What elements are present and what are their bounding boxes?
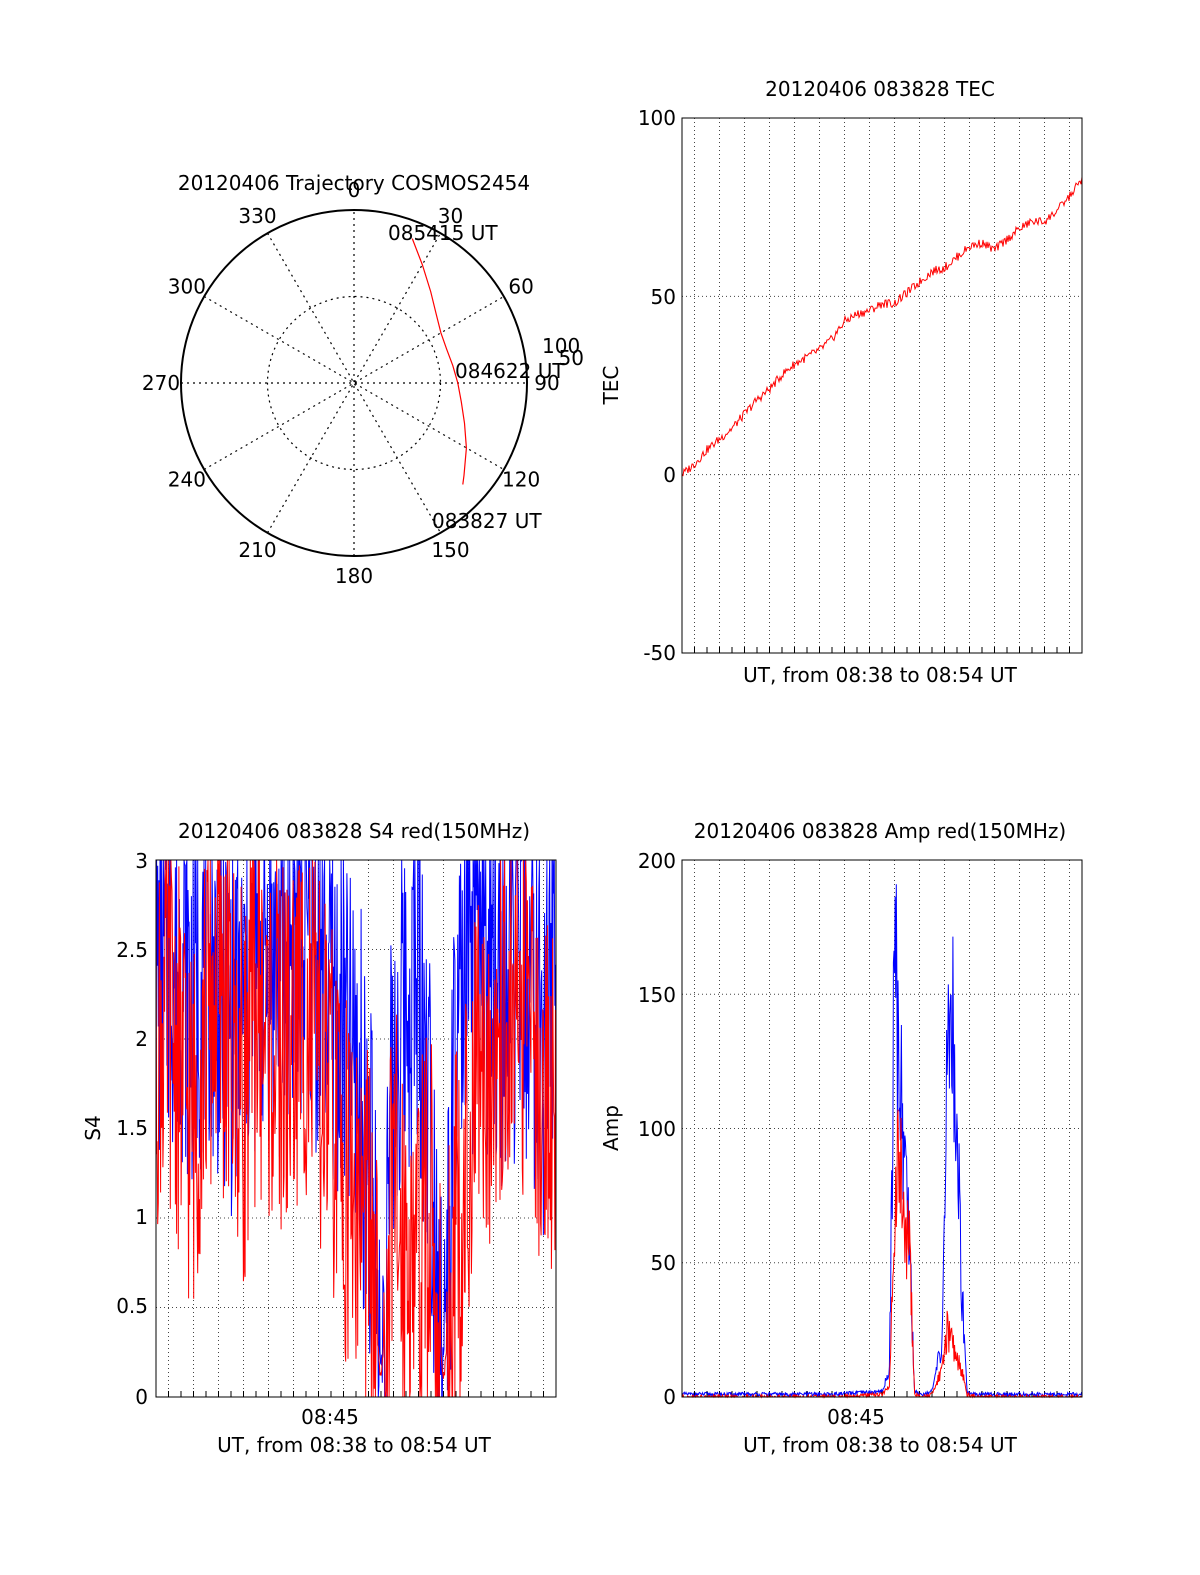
s4-x-tick-label: 08:45 [301, 1405, 359, 1429]
tec-y-tick: 0 [663, 463, 676, 487]
s4-chart: 20120406 083828 S4 red(150MHz) 08:45 UT,… [81, 819, 557, 1457]
polar-angle-label: 300 [168, 275, 206, 299]
s4-y-tick: 0.5 [116, 1294, 148, 1318]
tec-y-axis-label: TEC [599, 366, 623, 406]
polar-angle-label: 30 [438, 204, 463, 228]
polar-angle-label: 120 [502, 468, 540, 492]
s4-y-tick: 1.5 [116, 1116, 148, 1140]
amp-y-tick-labels: 200 150 100 50 0 [638, 849, 676, 1409]
polar-angle-label: 150 [431, 538, 469, 562]
amp-chart: 20120406 083828 Amp red(150MHz) 08:45 UT… [599, 819, 1083, 1457]
polar-angle-label: 0 [348, 178, 361, 202]
tec-chart-title: 20120406 083828 TEC [765, 77, 995, 101]
s4-plot-frame [155, 859, 557, 1398]
tec-y-tick-labels: 100 50 0 -50 [638, 106, 676, 665]
trajectory-label-end: 085415 UT [388, 221, 498, 245]
tec-y-tick: -50 [643, 641, 676, 665]
s4-y-axis-label: S4 [81, 1115, 105, 1140]
trajectory-path [411, 238, 468, 485]
s4-y-tick: 1 [135, 1205, 148, 1229]
polar-inner-circle [266, 295, 442, 471]
blue-series-line [681, 884, 1083, 1398]
polar-angle-label: 180 [335, 564, 373, 588]
s4-chart-title: 20120406 083828 S4 red(150MHz) [178, 819, 530, 843]
amp-grid [681, 860, 1083, 1397]
s4-series [155, 859, 557, 1398]
red-series-line [681, 176, 1083, 477]
amp-x-axis-label: UT, from 08:38 to 08:54 UT [743, 1433, 1018, 1457]
polar-radius-label: 50 [559, 346, 584, 370]
polar-grid [180, 209, 528, 557]
amp-y-tick: 100 [638, 1117, 676, 1141]
amp-y-tick: 200 [638, 849, 676, 873]
polar-spoke [203, 295, 505, 471]
polar-spoke [266, 232, 442, 534]
polar-trajectory-chart: 20120406 Trajectory COSMOS2454 0 30 60 90 12… [142, 171, 584, 588]
red-series-line [681, 1109, 1082, 1399]
polar-angle-label: 330 [238, 204, 276, 228]
trajectory-label-mid: 084622 UT [455, 359, 565, 383]
amp-x-tick-label: 08:45 [827, 1405, 885, 1429]
s4-y-tick: 2 [135, 1027, 148, 1051]
tec-grid [681, 118, 1083, 653]
trajectory-label-start: 083827 UT [432, 509, 542, 533]
tec-series [681, 176, 1083, 477]
s4-x-axis-label: UT, from 08:38 to 08:54 UT [217, 1433, 492, 1457]
tec-y-tick: 100 [638, 106, 676, 130]
polar-angle-label: 90 [534, 371, 559, 395]
amp-y-tick: 0 [663, 1385, 676, 1409]
polar-chart-title: 20120406 Trajectory COSMOS2454 [178, 171, 530, 195]
amp-chart-title: 20120406 083828 Amp red(150MHz) [694, 819, 1066, 843]
red-series-line [155, 859, 557, 1398]
amp-series [681, 884, 1083, 1399]
polar-angle-labels: 0 30 60 90 120 150 180 210 240 270 300 330 [142, 178, 560, 588]
amp-y-axis-label: Amp [599, 1105, 623, 1151]
s4-y-tick-labels: 3 2.5 2 1.5 1 0.5 0 [116, 849, 148, 1409]
polar-angle-label: 60 [508, 275, 533, 299]
tec-chart: 20120406 083828 TEC UT, from 08:38 to 08… [599, 77, 1083, 687]
amp-y-tick: 50 [651, 1251, 676, 1275]
s4-y-tick: 2.5 [116, 938, 148, 962]
polar-angle-label: 240 [168, 468, 206, 492]
polar-angle-label: 270 [142, 371, 180, 395]
amp-plot-frame [681, 859, 1083, 1398]
tec-plot-frame [681, 117, 1083, 654]
polar-radius-label: 100 [542, 334, 580, 358]
polar-angle-label: 210 [238, 538, 276, 562]
amp-y-tick: 150 [638, 983, 676, 1007]
tec-x-axis-label: UT, from 08:38 to 08:54 UT [743, 663, 1018, 687]
polar-spoke [203, 295, 505, 471]
tec-y-tick: 50 [651, 285, 676, 309]
polar-spoke [266, 232, 442, 534]
s4-y-tick: 3 [135, 849, 148, 873]
s4-y-tick: 0 [135, 1385, 148, 1409]
